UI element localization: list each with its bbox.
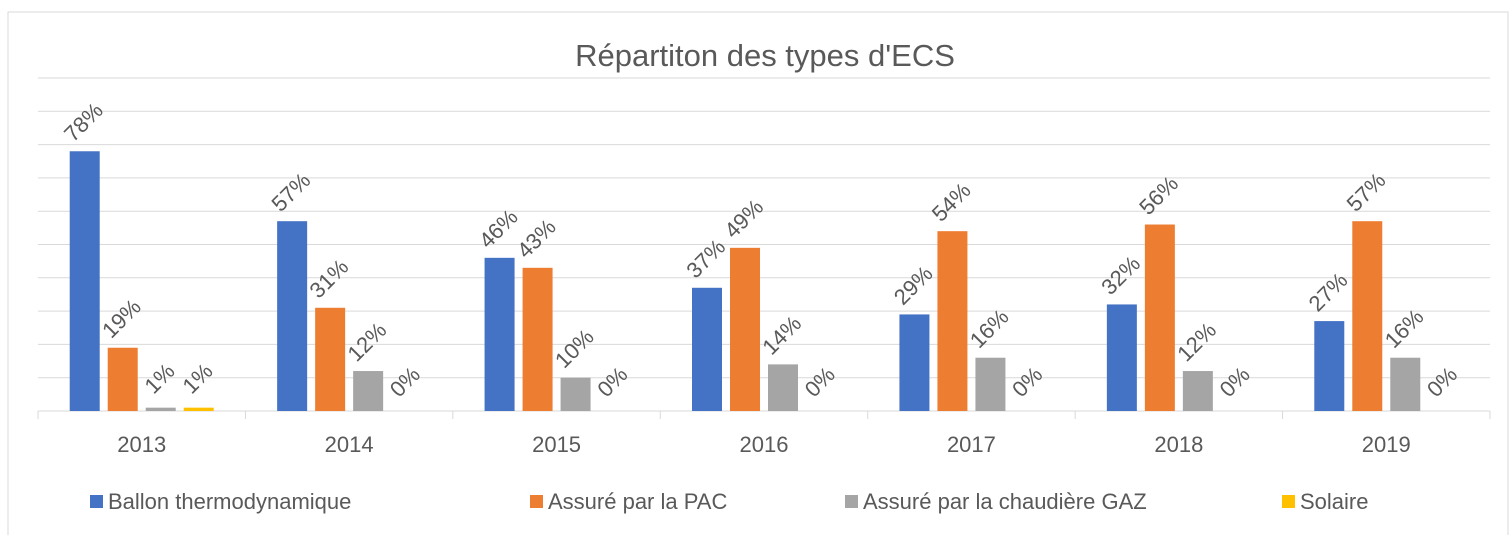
- legend-swatch: [530, 495, 543, 508]
- bar: [315, 307, 346, 411]
- legend-swatch: [845, 495, 858, 508]
- bar: [183, 407, 214, 411]
- bar: [1106, 304, 1137, 411]
- bar: [768, 364, 798, 411]
- bar: [277, 221, 308, 411]
- bar: [1314, 321, 1345, 411]
- x-tick-label: 2018: [1154, 432, 1203, 457]
- bar: [899, 314, 930, 411]
- chart-title: Répartiton des types d'ECS: [575, 38, 955, 73]
- legend-label: Assuré par la PAC: [548, 489, 727, 514]
- bar: [937, 231, 968, 411]
- x-tick-label: 2014: [325, 432, 374, 457]
- x-tick-label: 2017: [947, 432, 996, 457]
- legend-swatch: [1282, 495, 1295, 508]
- bar: [1182, 371, 1213, 411]
- bar: [1352, 221, 1383, 411]
- x-tick-label: 2013: [117, 432, 166, 457]
- bar: [1390, 357, 1421, 411]
- x-tick-label: 2019: [1362, 432, 1411, 457]
- bar: [145, 407, 176, 411]
- bar: [69, 151, 100, 411]
- x-tick-label: 2015: [532, 432, 581, 457]
- bar: [730, 247, 760, 411]
- bar: [522, 267, 553, 411]
- bar: [107, 347, 138, 411]
- bar: [560, 377, 591, 411]
- x-tick-label: 2016: [740, 432, 789, 457]
- bar: [484, 257, 515, 411]
- bar: [692, 287, 722, 411]
- legend-swatch: [90, 495, 103, 508]
- legend-label: Ballon thermodynamique: [108, 489, 351, 514]
- bar: [1144, 224, 1175, 411]
- bar: [353, 371, 384, 411]
- bar: [975, 357, 1006, 411]
- legend-label: Solaire: [1300, 489, 1368, 514]
- legend-label: Assuré par la chaudière GAZ: [863, 489, 1147, 514]
